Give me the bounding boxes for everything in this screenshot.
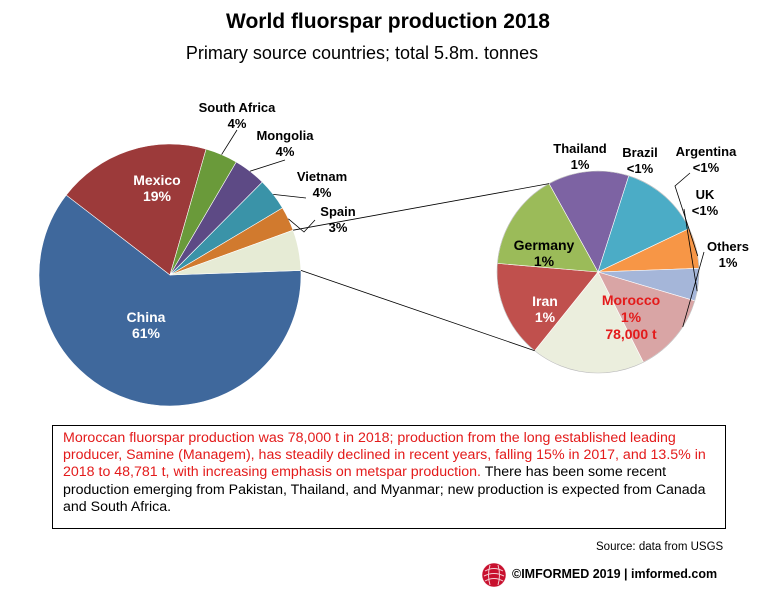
source-text: Source: data from USGS (596, 541, 724, 553)
leader-line-spain (288, 218, 316, 233)
label-morocco: Morocco 1% 78,000 t (602, 292, 660, 342)
leader-line-connector-top (293, 183, 550, 231)
pie-slice-china (38, 194, 302, 407)
note-other-text: There has been some recent production em… (63, 464, 706, 515)
note-morocco-text: Moroccan fluorspar production was 78,000… (63, 430, 706, 481)
leader-line-uk (683, 208, 698, 292)
label-spain: Spain 3% (320, 204, 355, 235)
label-germany: Germany 1% (514, 237, 575, 269)
leader-line-south-africa (221, 129, 238, 155)
label-others: Others 1% (707, 239, 749, 270)
label-brazil: Brazil <1% (622, 145, 657, 176)
label-south-africa: South Africa 4% (199, 100, 277, 131)
chart-subtitle: Primary source countries; total 5.8m. to… (185, 43, 539, 63)
small-pie-outline (496, 170, 700, 374)
leader-line-others (682, 251, 705, 328)
label-china: China 61% (127, 309, 166, 341)
label-thailand: Thailand 1% (553, 141, 607, 172)
leader-line-argentina (674, 172, 699, 257)
label-iran: Iran 1% (532, 293, 558, 325)
chart-title: World fluorspar production 2018 (226, 10, 550, 33)
label-uk: UK <1% (692, 187, 719, 218)
pie-slice-mexico (65, 143, 207, 276)
label-vietnam: Vietnam 4% (297, 169, 347, 200)
leader-line-connector-bottom (300, 270, 535, 352)
imformed-logo-icon (481, 562, 507, 588)
label-mongolia: Mongolia 4% (256, 128, 314, 159)
footer-text: ©IMFORMED 2019 | imformed.com (512, 567, 718, 581)
label-argentina: Argentina <1% (676, 144, 737, 175)
note-box: Moroccan fluorspar production was 78,000… (52, 425, 726, 529)
leader-line-vietnam (273, 193, 307, 199)
leader-line-mongolia (249, 159, 286, 172)
label-mexico: Mexico 19% (133, 172, 180, 204)
